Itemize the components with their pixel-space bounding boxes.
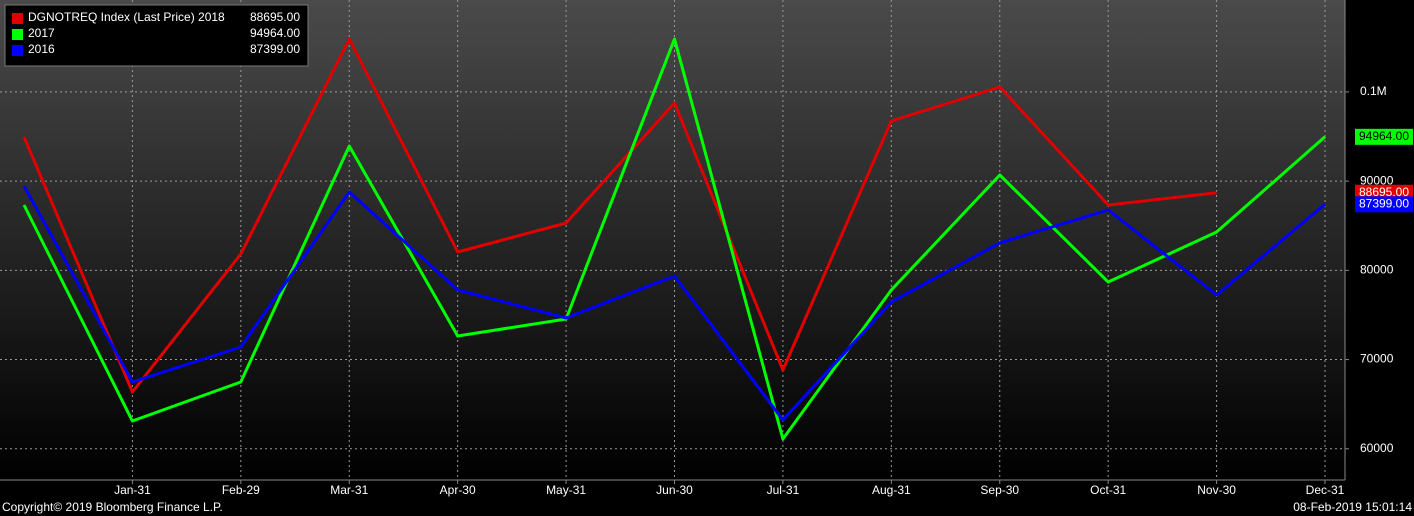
x-tick-label: Jan-31 [114, 483, 151, 497]
legend-swatch [12, 13, 23, 24]
series-line [22, 185, 1326, 422]
x-tick-label: Mar-31 [330, 483, 368, 497]
x-tick-label: Nov-30 [1197, 483, 1236, 497]
legend: DGNOTREQ Index (Last Price) 2018 88695.00… [4, 4, 309, 67]
y-tick-label: 90000 [1360, 173, 1394, 187]
plot-area [0, 0, 1345, 480]
legend-value: 94964.00 [250, 26, 300, 40]
legend-label: 2017 [28, 26, 55, 40]
x-tick-label: Aug-31 [872, 483, 911, 497]
series-line [22, 37, 1217, 394]
legend-swatch [12, 29, 23, 40]
x-tick-label: Jun-30 [656, 483, 693, 497]
series-line [22, 37, 1326, 441]
y-tick-label: 70000 [1360, 352, 1394, 366]
legend-value: 87399.00 [250, 42, 300, 56]
legend-box [4, 4, 309, 67]
footer-left: Copyright© 2019 Bloomberg Finance L.P. [2, 500, 223, 514]
x-tick-label: Oct-31 [1090, 483, 1126, 497]
last-value-label: 88695.00 [1359, 185, 1409, 199]
x-tick-label: Dec-31 [1306, 483, 1345, 497]
y-tick-label: 80000 [1360, 263, 1394, 277]
legend-value: 88695.00 [250, 10, 300, 24]
legend-label: DGNOTREQ Index (Last Price) 2018 [28, 10, 225, 24]
x-tick-label: Jul-31 [767, 483, 800, 497]
x-tick-label: Sep-30 [980, 483, 1019, 497]
x-tick-label: Apr-30 [440, 483, 476, 497]
x-tick-label: Feb-29 [222, 483, 260, 497]
last-value-label: 94964.00 [1359, 129, 1409, 143]
last-value-label: 87399.00 [1359, 196, 1409, 210]
last-value-box [1355, 128, 1413, 145]
x-tick-label: May-31 [546, 483, 586, 497]
legend-label: 2016 [28, 42, 55, 56]
y-tick-label: 0.1M [1360, 84, 1387, 98]
y-tick-label: 60000 [1360, 441, 1394, 455]
last-value-box [1355, 196, 1413, 213]
footer-right: 08-Feb-2019 15:01:14 [1293, 500, 1412, 514]
legend-swatch [12, 45, 23, 56]
